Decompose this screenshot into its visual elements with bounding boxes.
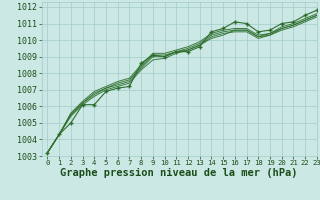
X-axis label: Graphe pression niveau de la mer (hPa): Graphe pression niveau de la mer (hPa)	[60, 168, 298, 178]
